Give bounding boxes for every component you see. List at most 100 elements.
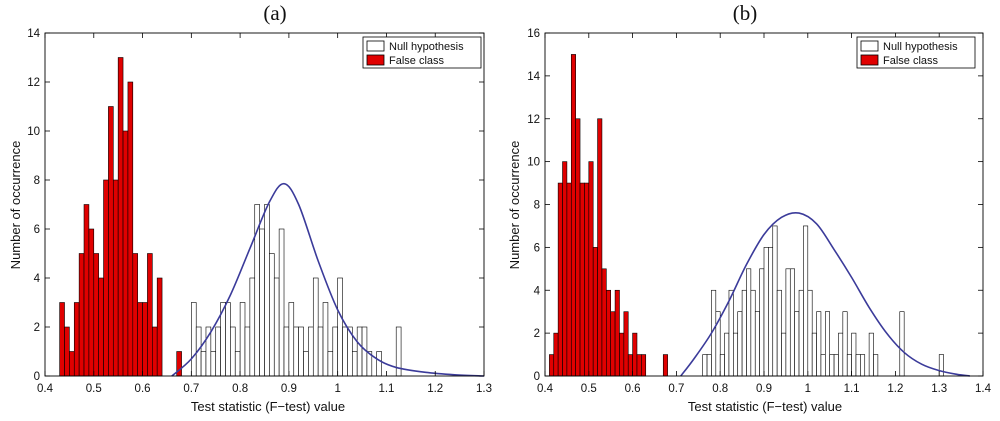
panel-a-bar-false-class-20 xyxy=(156,277,163,377)
panel-a-bar-null-hypothesis-29 xyxy=(332,326,338,377)
panel-b-y-tick-label-0: 0 xyxy=(534,371,540,383)
panel-a-bar-false-class-5 xyxy=(83,204,90,377)
panel-a-bar-null-hypothesis-15 xyxy=(264,204,270,377)
panel-a: (a) 0.4 0.5 0.6 0.7 0.8 0.9 1 1.1 1.2 1.3 0 2 4 6 8 10 1… xyxy=(8,1,492,414)
panel-b-bar-null-hypothesis-39 xyxy=(899,311,905,377)
panel-a-bar-null-hypothesis-34 xyxy=(356,326,363,377)
panel-a-bar-null-hypothesis-22 xyxy=(298,326,304,377)
panel-a-bar-null-hypothesis-37 xyxy=(376,351,382,377)
panel-a-bar-false-class-10 xyxy=(108,106,114,377)
panel-b-x-tick-label-5: 0.9 xyxy=(756,383,772,395)
panel-a-bar-null-hypothesis-4 xyxy=(210,351,217,377)
panel-a-bar-null-hypothesis-30 xyxy=(337,277,343,377)
panel-a-bar-null-hypothesis-14 xyxy=(259,228,265,377)
panel-b-bar-false-class-12 xyxy=(601,268,607,377)
panel-b-bar-false-class-15 xyxy=(614,289,620,377)
panel-a-bar-null-hypothesis-19 xyxy=(283,326,290,377)
panel-a-y-tick-label-5: 10 xyxy=(27,126,40,138)
panel-b-x-axis-title: Test statistic (F−test) value xyxy=(688,399,842,414)
panel-a-bar-null-hypothesis-27 xyxy=(322,302,329,377)
panel-b-bar-false-class-13 xyxy=(606,289,612,377)
panel-a-bar-false-class-0 xyxy=(59,302,65,377)
panel-a-bar-false-class-17 xyxy=(142,302,148,377)
panel-b-bar-null-hypothesis-20 xyxy=(789,268,795,377)
panel-a-x-tick-label-7: 1.1 xyxy=(378,383,394,395)
panel-b-bar-false-class-11 xyxy=(597,118,603,377)
panel-a-bar-null-hypothesis-28 xyxy=(327,351,334,377)
panel-b-bar-null-hypothesis-5 xyxy=(724,332,730,377)
panel-b-x-tick-label-9: 1.3 xyxy=(931,383,947,395)
panel-b-x-tick-label-0: 0.4 xyxy=(537,383,554,395)
panel-a-bar-null-hypothesis-11 xyxy=(244,326,251,377)
panel-a-plot-area: 0.4 0.5 0.6 0.7 0.8 0.9 1 1.1 1.2 1.3 0 2 4 6 8 10 12 14 xyxy=(27,28,492,395)
panel-b-bar-null-hypothesis-31 xyxy=(838,332,844,377)
panel-b-bar-null-hypothesis-21 xyxy=(794,311,800,377)
panel-b-bar-false-class-7 xyxy=(579,182,585,377)
panel-b-bar-null-hypothesis-0 xyxy=(702,354,708,377)
panel-a-bar-null-hypothesis-2 xyxy=(200,351,207,377)
panel-b-y-tick-label-5: 10 xyxy=(527,157,540,169)
panel-b-bar-null-hypothesis-14 xyxy=(763,247,769,377)
panel-b-bar-null-hypothesis-12 xyxy=(754,311,760,377)
panel-a-bar-false-class-15 xyxy=(132,253,138,377)
panel-b-bar-null-hypothesis-13 xyxy=(759,268,765,377)
panel-a-bar-null-hypothesis-17 xyxy=(273,277,280,377)
panel-a-x-tick-label-0: 0.4 xyxy=(37,383,54,395)
panel-b-bar-null-hypothesis-18 xyxy=(781,332,787,377)
panel-a-bar-false-class-8 xyxy=(98,277,104,377)
panel-a-bar-null-hypothesis-12 xyxy=(249,277,256,377)
panel-a-bar-false-class-12 xyxy=(117,57,124,377)
panel-a-bar-null-hypothesis-16 xyxy=(269,253,275,377)
panel-b-x-tick-label-2: 0.6 xyxy=(625,383,641,395)
panel-b-x-tick-label-10: 1.4 xyxy=(975,383,992,395)
panel-a-x-axis-title: Test statistic (F−test) value xyxy=(191,399,345,414)
panel-b-bar-false-class-20 xyxy=(636,354,642,377)
panel-a-y-tick-label-2: 4 xyxy=(34,273,41,285)
panel-a-bar-null-hypothesis-21 xyxy=(293,326,299,377)
panel-b-bar-null-hypothesis-35 xyxy=(855,354,861,377)
panel-a-x-tick-label-6: 1 xyxy=(334,383,340,395)
panel-a-fit-curve xyxy=(171,182,485,377)
panel-a-y-tick-label-7: 14 xyxy=(27,28,40,40)
panel-a-axes-frame xyxy=(44,32,485,377)
panel-a-bar-null-hypothesis-23 xyxy=(303,351,309,377)
panel-a-bar-false-class-9 xyxy=(103,179,109,377)
panel-b-y-tick-label-6: 12 xyxy=(527,114,540,126)
panel-a-y-axis-title: Number of occurrence xyxy=(8,141,23,270)
panel-b-bar-false-class-21 xyxy=(641,354,647,377)
panel-b-bar-false-class-17 xyxy=(623,311,629,377)
panel-b-bar-null-hypothesis-7 xyxy=(733,332,739,377)
panel-b-bar-false-class-0 xyxy=(549,354,555,377)
panel-a-bar-false-class-11 xyxy=(112,179,119,377)
panel-b-bar-null-hypothesis-33 xyxy=(846,354,852,377)
panel-b-bar-null-hypothesis-37 xyxy=(868,332,874,377)
panel-b-legend: Null hypothesis False class xyxy=(856,36,976,69)
panel-b-bar-null-hypothesis-40 xyxy=(938,354,944,377)
panel-b-bar-false-class-10 xyxy=(592,247,598,377)
panel-b-bar-null-hypothesis-28 xyxy=(825,311,831,377)
panel-a-bar-false-class-18 xyxy=(147,253,153,377)
panel-b-y-tick-label-4: 8 xyxy=(534,200,540,212)
panel-b-bar-null-hypothesis-26 xyxy=(816,311,822,377)
panel-a-legend-label-null: Null hypothesis xyxy=(389,41,464,53)
panel-a-bar-false-class-16 xyxy=(137,302,143,377)
panel-b-bar-false-class-1 xyxy=(553,332,559,377)
panel-b-x-tick-label-4: 0.8 xyxy=(712,383,728,395)
panel-b-y-tick-label-3: 6 xyxy=(534,242,540,254)
panel-b-bar-false-class-14 xyxy=(610,311,616,377)
panel-b-plot-area: 0.4 0.5 0.6 0.7 0.8 0.9 1 1.1 1.2 1.3 1.4 0 2 4 6 8 10 12… xyxy=(527,28,991,395)
panel-b-bar-null-hypothesis-9 xyxy=(741,289,747,377)
panel-a-bar-false-class-3 xyxy=(73,302,80,377)
panel-b-legend-swatch-false xyxy=(860,54,879,66)
panel-b-bar-false-class-18 xyxy=(627,354,633,377)
panel-a-bar-false-class-2 xyxy=(69,351,75,377)
panel-b-bar-false-class-4 xyxy=(566,182,572,377)
panel-b-bar-false-class-22 xyxy=(662,354,668,377)
panel-b-bar-null-hypothesis-24 xyxy=(807,289,813,377)
panel-a-bar-null-hypothesis-0 xyxy=(191,302,197,377)
panel-b-legend-label-null: Null hypothesis xyxy=(883,41,958,53)
panel-b-fit-curve xyxy=(680,211,970,377)
panel-b-x-tick-label-7: 1.1 xyxy=(844,383,860,395)
panel-a-bar-null-hypothesis-33 xyxy=(351,351,358,377)
